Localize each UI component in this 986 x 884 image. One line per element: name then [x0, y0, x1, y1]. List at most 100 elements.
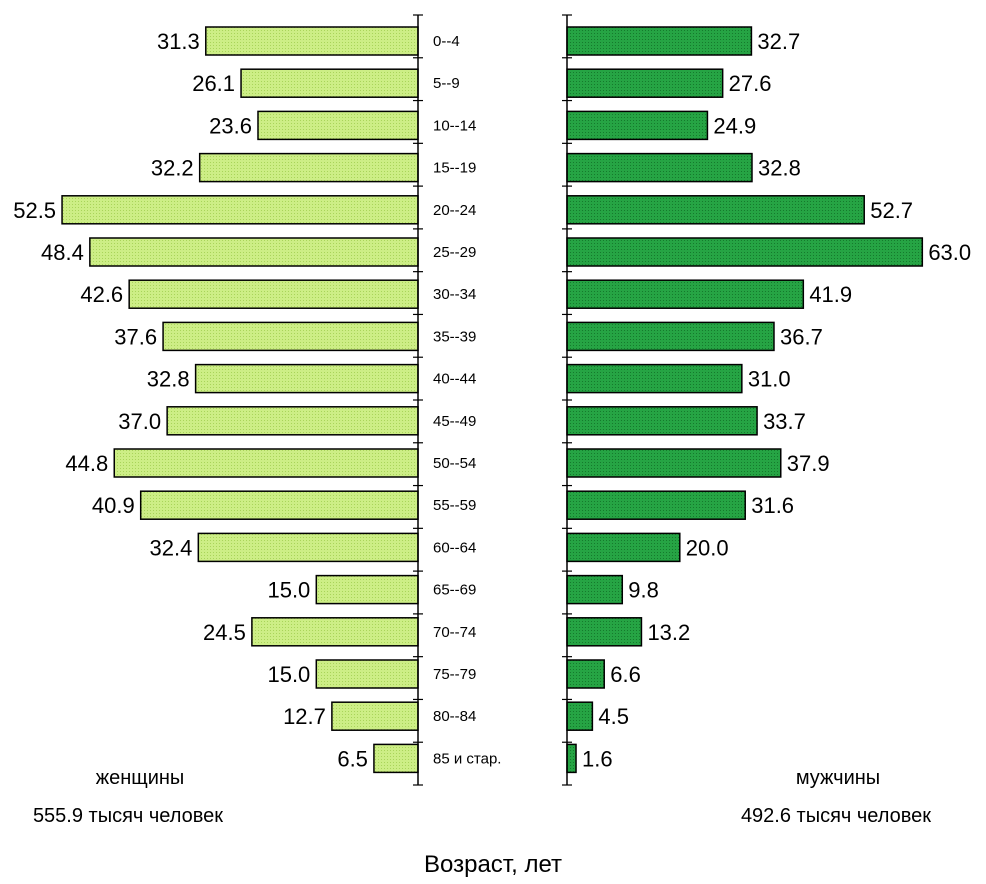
male-total-label: 492.6 тысяч человек	[741, 805, 931, 827]
female-value-label: 37.0	[118, 409, 161, 434]
male-bar-50--54	[566, 448, 782, 478]
male-bar-45--49	[566, 406, 758, 436]
male-bar-35--39	[566, 321, 775, 352]
male-bars	[566, 26, 924, 774]
age-group-label: 80--84	[433, 708, 476, 725]
male-value-label: 36.7	[780, 324, 823, 349]
age-group-label: 45--49	[433, 413, 476, 430]
male-bar-30--34	[566, 279, 805, 309]
male-bar-80--84	[566, 701, 594, 731]
male-bar-75--79	[566, 659, 605, 689]
female-bar-15--19	[198, 152, 419, 183]
male-value-label: 31.6	[751, 493, 794, 518]
female-bar-40--44	[194, 363, 419, 394]
female-bar-80--84	[331, 701, 419, 731]
age-group-label: 85 и стар.	[433, 750, 501, 767]
female-value-label: 32.2	[151, 156, 194, 181]
female-bar-5--9	[240, 68, 419, 98]
female-bar-65--69	[315, 574, 419, 605]
female-bar-25--29	[89, 237, 419, 267]
female-value-label: 6.5	[337, 746, 368, 771]
female-bar-60--64	[197, 532, 419, 563]
male-bar-70--74	[566, 617, 643, 647]
male-value-label: 52.7	[870, 198, 913, 223]
age-group-label: 15--19	[433, 160, 476, 177]
female-value-label: 44.8	[65, 451, 108, 476]
male-value-label: 33.7	[763, 409, 806, 434]
male-value-label: 27.6	[729, 71, 772, 96]
female-value-label: 26.1	[192, 71, 235, 96]
female-value-label: 48.4	[41, 240, 84, 265]
male-bar-60--64	[566, 532, 681, 563]
female-bar-45--49	[166, 406, 419, 436]
age-group-label: 75--79	[433, 666, 476, 683]
male-bar-85 и стар.	[566, 743, 577, 774]
male-bar-25--29	[566, 237, 924, 267]
female-value-label: 15.0	[267, 578, 310, 603]
male-value-label: 37.9	[787, 451, 830, 476]
age-group-label: 10--14	[433, 117, 476, 134]
male-value-label: 13.2	[647, 620, 690, 645]
female-value-label: 12.7	[283, 704, 326, 729]
female-value-label: 32.8	[147, 367, 190, 392]
male-bar-0--4	[566, 26, 753, 56]
female-value-label: 15.0	[267, 662, 310, 687]
value-and-age-labels: 31.3 32.7 0--4 26.1 27.6 5--9 23.6 24.9 10--14 32…	[13, 29, 971, 771]
age-group-label: 0--4	[433, 33, 460, 50]
male-value-label: 20.0	[686, 535, 729, 560]
male-bar-65--69	[566, 574, 624, 605]
female-value-label: 31.3	[157, 29, 200, 54]
female-value-label: 23.6	[209, 113, 252, 138]
female-bar-85 и стар.	[373, 743, 419, 774]
age-group-label: 35--39	[433, 328, 476, 345]
male-bar-40--44	[566, 363, 743, 394]
male-bar-15--19	[566, 152, 753, 183]
age-group-label: 65--69	[433, 582, 476, 599]
male-bar-55--59	[566, 490, 746, 520]
female-bars	[61, 26, 419, 774]
female-bar-30--34	[128, 279, 419, 309]
female-bar-20--24	[61, 195, 419, 225]
female-value-label: 52.5	[13, 198, 56, 223]
male-value-label: 24.9	[713, 113, 756, 138]
female-bar-70--74	[251, 617, 419, 647]
female-value-label: 32.4	[149, 535, 192, 560]
axes	[413, 14, 572, 786]
male-value-label: 32.8	[758, 156, 801, 181]
age-group-label: 70--74	[433, 624, 476, 641]
male-bar-20--24	[566, 195, 865, 225]
male-bar-10--14	[566, 110, 709, 141]
age-group-label: 55--59	[433, 497, 476, 514]
male-value-label: 1.6	[582, 746, 613, 771]
female-bar-75--79	[315, 659, 419, 689]
age-group-label: 5--9	[433, 75, 460, 92]
male-value-label: 4.5	[598, 704, 629, 729]
male-legend-label: мужчины	[796, 767, 880, 789]
age-group-label: 25--29	[433, 244, 476, 261]
female-value-label: 40.9	[92, 493, 135, 518]
female-value-label: 42.6	[80, 282, 123, 307]
male-value-label: 6.6	[610, 662, 641, 687]
female-total-label: 555.9 тысяч человек	[33, 805, 223, 827]
female-bar-10--14	[257, 110, 419, 141]
female-bar-0--4	[205, 26, 419, 56]
male-value-label: 41.9	[809, 282, 852, 307]
age-group-label: 30--34	[433, 286, 476, 303]
male-value-label: 31.0	[748, 367, 791, 392]
male-value-label: 9.8	[628, 578, 659, 603]
age-group-label: 50--54	[433, 455, 476, 472]
female-bar-50--54	[113, 448, 419, 478]
female-value-label: 24.5	[203, 620, 246, 645]
female-bar-55--59	[139, 490, 419, 520]
age-group-label: 40--44	[433, 371, 476, 388]
x-axis-label: Возраст, лет	[424, 851, 562, 878]
age-group-label: 20--24	[433, 202, 476, 219]
male-value-label: 63.0	[928, 240, 971, 265]
male-value-label: 32.7	[757, 29, 800, 54]
age-group-label: 60--64	[433, 539, 476, 556]
female-legend-label: женщины	[96, 767, 185, 789]
male-bar-5--9	[566, 68, 724, 98]
female-bar-35--39	[162, 321, 419, 352]
female-value-label: 37.6	[114, 324, 157, 349]
